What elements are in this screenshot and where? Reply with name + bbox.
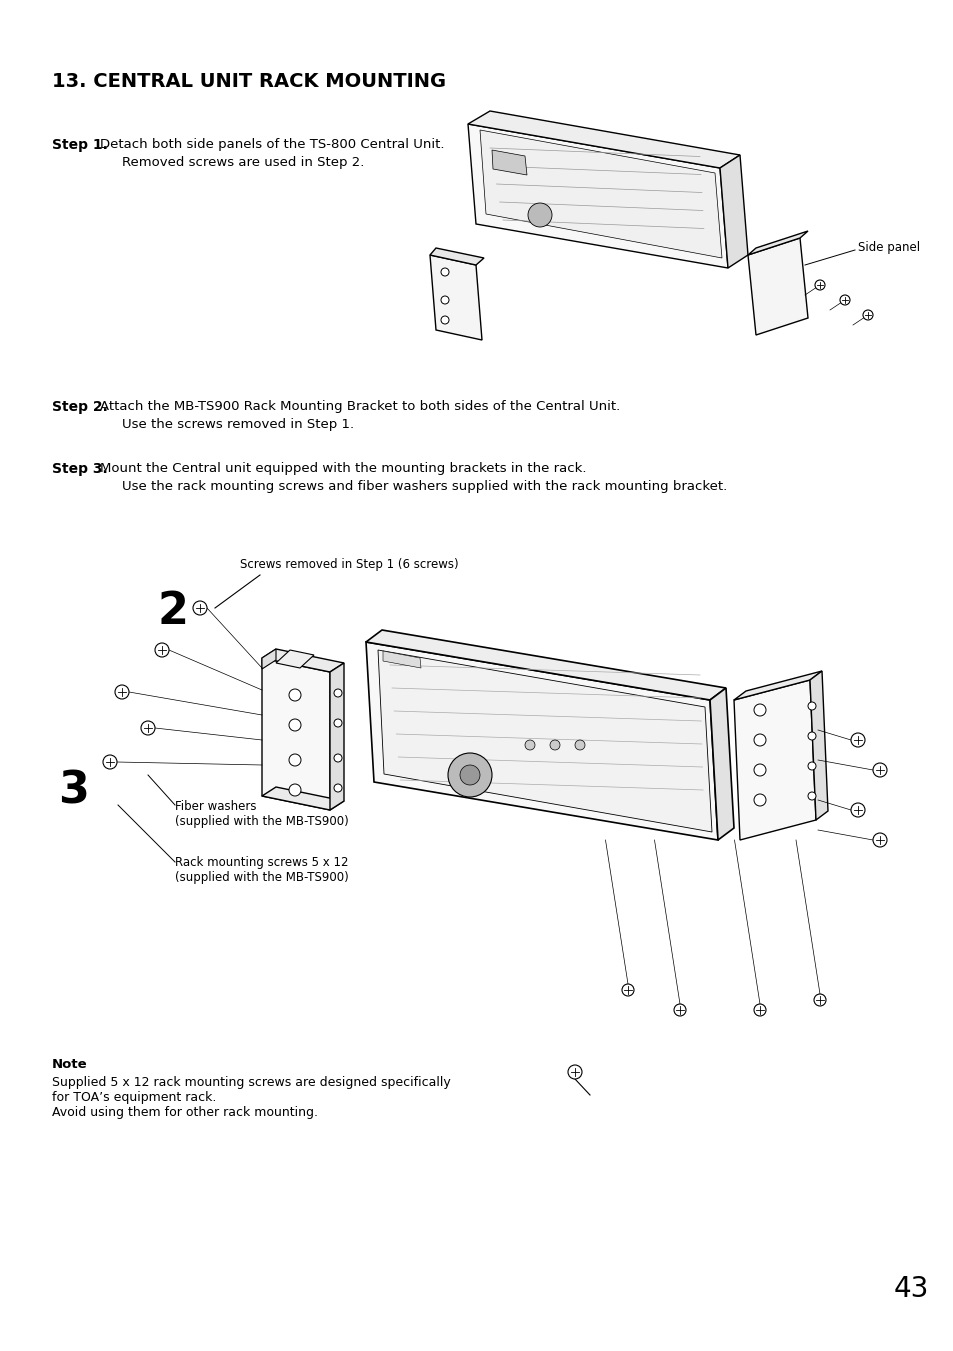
- Text: Use the rack mounting screws and fiber washers supplied with the rack mounting b: Use the rack mounting screws and fiber w…: [122, 480, 726, 493]
- Text: 13. CENTRAL UNIT RACK MOUNTING: 13. CENTRAL UNIT RACK MOUNTING: [52, 72, 446, 91]
- Circle shape: [334, 784, 341, 792]
- Circle shape: [753, 765, 765, 775]
- Circle shape: [807, 703, 815, 711]
- Circle shape: [289, 784, 301, 796]
- Circle shape: [115, 685, 129, 698]
- Circle shape: [621, 984, 634, 996]
- Circle shape: [807, 762, 815, 770]
- Polygon shape: [262, 658, 330, 811]
- Circle shape: [459, 765, 479, 785]
- Circle shape: [872, 763, 886, 777]
- Polygon shape: [492, 150, 526, 176]
- Text: Removed screws are used in Step 2.: Removed screws are used in Step 2.: [122, 155, 364, 169]
- Circle shape: [807, 732, 815, 740]
- Polygon shape: [382, 651, 420, 667]
- Text: Step 1.: Step 1.: [52, 138, 108, 153]
- Polygon shape: [479, 130, 721, 258]
- Circle shape: [334, 689, 341, 697]
- Polygon shape: [747, 231, 807, 255]
- Text: Step 2.: Step 2.: [52, 400, 108, 413]
- Circle shape: [807, 792, 815, 800]
- Circle shape: [440, 296, 449, 304]
- Polygon shape: [733, 671, 821, 700]
- Polygon shape: [262, 648, 275, 669]
- Polygon shape: [709, 688, 733, 840]
- Text: Step 3.: Step 3.: [52, 462, 108, 476]
- Circle shape: [753, 794, 765, 807]
- Circle shape: [289, 719, 301, 731]
- Circle shape: [813, 994, 825, 1006]
- Polygon shape: [366, 630, 725, 700]
- Text: Use the screws removed in Step 1.: Use the screws removed in Step 1.: [122, 417, 354, 431]
- Circle shape: [862, 309, 872, 320]
- Polygon shape: [275, 650, 314, 667]
- Text: Mount the Central unit equipped with the mounting brackets in the rack.: Mount the Central unit equipped with the…: [100, 462, 586, 476]
- Polygon shape: [330, 663, 344, 811]
- Circle shape: [440, 316, 449, 324]
- Text: 43: 43: [893, 1275, 928, 1302]
- Polygon shape: [720, 155, 747, 267]
- Polygon shape: [366, 642, 718, 840]
- Text: 3: 3: [58, 770, 89, 813]
- Circle shape: [448, 753, 492, 797]
- Polygon shape: [430, 255, 481, 340]
- Circle shape: [334, 719, 341, 727]
- Circle shape: [524, 740, 535, 750]
- Polygon shape: [809, 671, 827, 820]
- Circle shape: [753, 734, 765, 746]
- Circle shape: [527, 203, 552, 227]
- Circle shape: [850, 734, 864, 747]
- Polygon shape: [733, 680, 815, 840]
- Text: Fiber washers
(supplied with the MB-TS900): Fiber washers (supplied with the MB-TS90…: [174, 800, 349, 828]
- Polygon shape: [468, 111, 740, 168]
- Circle shape: [289, 754, 301, 766]
- Circle shape: [753, 704, 765, 716]
- Circle shape: [440, 267, 449, 276]
- Circle shape: [673, 1004, 685, 1016]
- Polygon shape: [430, 249, 483, 265]
- Circle shape: [154, 643, 169, 657]
- Text: Detach both side panels of the TS-800 Central Unit.: Detach both side panels of the TS-800 Ce…: [100, 138, 444, 151]
- Circle shape: [103, 755, 117, 769]
- Circle shape: [753, 1004, 765, 1016]
- Circle shape: [550, 740, 559, 750]
- Circle shape: [141, 721, 154, 735]
- Circle shape: [334, 754, 341, 762]
- Circle shape: [567, 1065, 581, 1079]
- Text: Side panel: Side panel: [857, 242, 919, 254]
- Polygon shape: [747, 238, 807, 335]
- Circle shape: [289, 689, 301, 701]
- Circle shape: [193, 601, 207, 615]
- Text: Supplied 5 x 12 rack mounting screws are designed specifically
for TOA’s equipme: Supplied 5 x 12 rack mounting screws are…: [52, 1075, 450, 1119]
- Circle shape: [575, 740, 584, 750]
- Polygon shape: [468, 124, 727, 267]
- Text: Attach the MB-TS900 Rack Mounting Bracket to both sides of the Central Unit.: Attach the MB-TS900 Rack Mounting Bracke…: [100, 400, 619, 413]
- Text: Note: Note: [52, 1058, 88, 1071]
- Text: 2: 2: [158, 590, 189, 634]
- Text: Screws removed in Step 1 (6 screws): Screws removed in Step 1 (6 screws): [240, 558, 458, 571]
- Circle shape: [850, 802, 864, 817]
- Text: Rack mounting screws 5 x 12
(supplied with the MB-TS900): Rack mounting screws 5 x 12 (supplied wi…: [174, 857, 349, 884]
- Polygon shape: [262, 648, 344, 671]
- Circle shape: [840, 295, 849, 305]
- Circle shape: [872, 834, 886, 847]
- Circle shape: [814, 280, 824, 290]
- Polygon shape: [262, 788, 344, 811]
- Polygon shape: [377, 650, 711, 832]
